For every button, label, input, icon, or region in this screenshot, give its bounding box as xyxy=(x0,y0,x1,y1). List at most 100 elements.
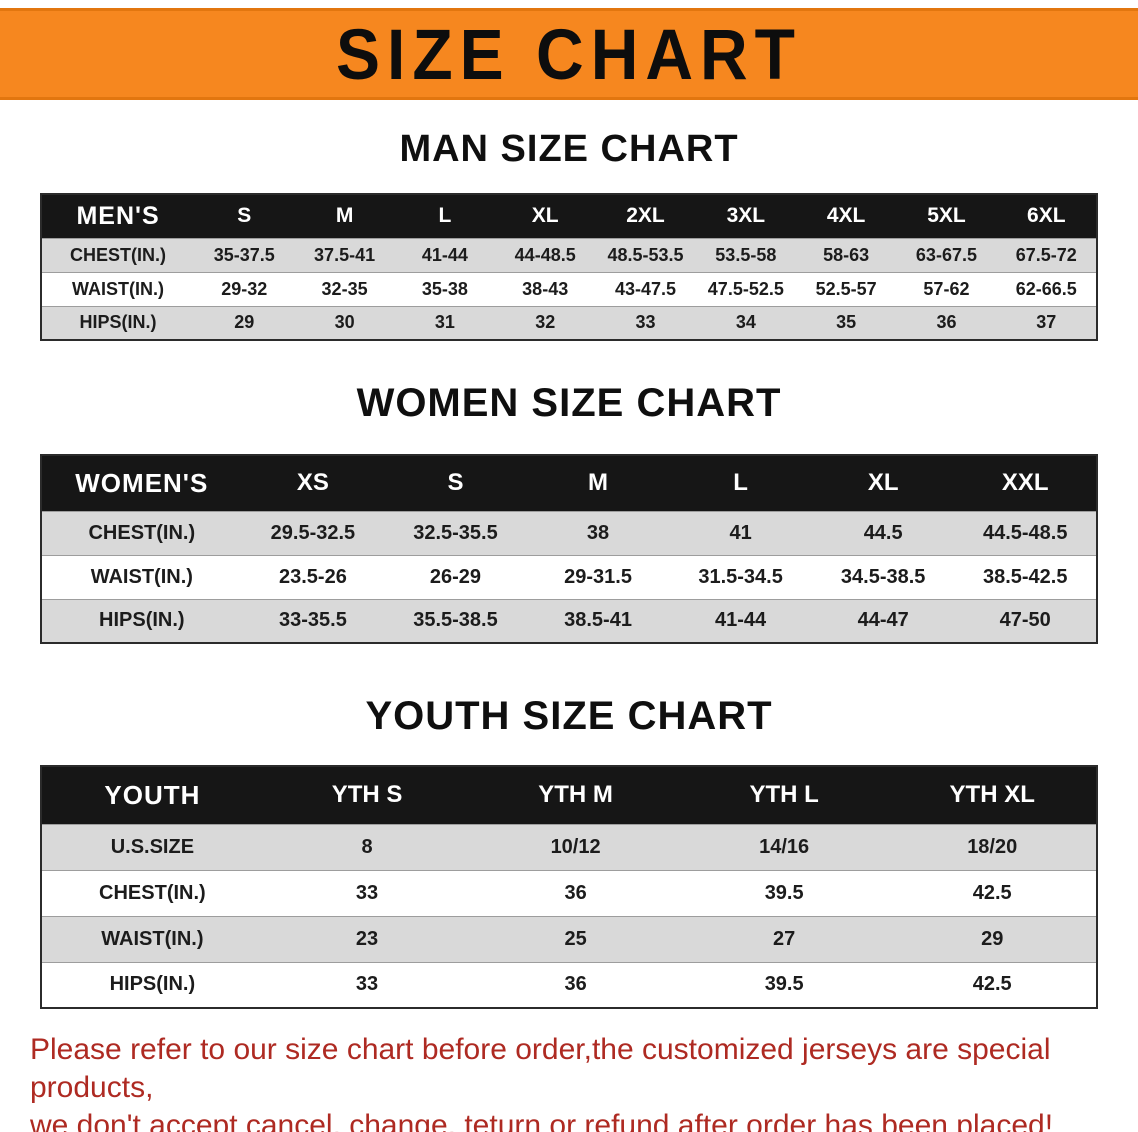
row-label: CHEST(IN.) xyxy=(41,511,242,556)
size-value-cell: 29.5-32.5 xyxy=(241,511,385,556)
size-chart-page: SIZE CHART MAN SIZE CHART MEN'S S M L XL 2XL 3… xyxy=(0,8,1138,1132)
row-label: HIPS(IN.) xyxy=(41,599,242,644)
size-value-cell: 35 xyxy=(795,306,897,341)
size-value-cell: 62-66.5 xyxy=(996,272,1097,307)
size-value-cell: 42.5 xyxy=(888,962,1097,1009)
womens-header-row: WOMEN'S XS S M L XL XXL xyxy=(41,455,1097,512)
size-value-cell: 29 xyxy=(194,306,295,341)
size-value-cell: 32 xyxy=(495,306,596,341)
size-value-cell: 52.5-57 xyxy=(795,272,897,307)
womens-size-column-header: XS xyxy=(241,455,385,512)
size-value-cell: 38-43 xyxy=(495,272,596,307)
mens-size-column-header: 4XL xyxy=(795,194,897,239)
size-value-cell: 14/16 xyxy=(679,824,889,871)
womens-size-table: WOMEN'S XS S M L XL XXL CHEST(IN.) 29.5-32.5 32.5… xyxy=(40,454,1098,644)
size-value-cell: 33 xyxy=(262,870,472,917)
size-value-cell: 30 xyxy=(294,306,395,341)
mens-table-row: CHEST(IN.) 35-37.5 37.5-41 41-44 44-48.5 48.5… xyxy=(41,238,1097,273)
mens-size-column-header: XL xyxy=(495,194,596,239)
size-value-cell: 34.5-38.5 xyxy=(811,555,955,600)
youth-table-label: YOUTH xyxy=(41,766,263,825)
size-value-cell: 36 xyxy=(896,306,997,341)
size-value-cell: 32.5-35.5 xyxy=(384,511,527,556)
size-value-cell: 37.5-41 xyxy=(294,238,395,273)
size-value-cell: 38.5-42.5 xyxy=(954,555,1097,600)
youth-table-row: HIPS(IN.) 33 36 39.5 42.5 xyxy=(41,962,1097,1009)
mens-table-row: WAIST(IN.) 29-32 32-35 35-38 38-43 43-47.5 47.… xyxy=(41,272,1097,307)
size-value-cell: 32-35 xyxy=(294,272,395,307)
mens-size-column-header: 6XL xyxy=(996,194,1097,239)
size-value-cell: 23.5-26 xyxy=(241,555,385,600)
mens-header-row: MEN'S S M L XL 2XL 3XL 4XL 5XL 6XL xyxy=(41,194,1097,239)
row-label: CHEST(IN.) xyxy=(41,238,195,273)
youth-table-row: WAIST(IN.) 23 25 27 29 xyxy=(41,916,1097,963)
size-value-cell: 63-67.5 xyxy=(896,238,997,273)
womens-size-column-header: S xyxy=(384,455,527,512)
mens-size-column-header: 3XL xyxy=(695,194,796,239)
size-value-cell: 41-44 xyxy=(669,599,812,644)
size-value-cell: 43-47.5 xyxy=(595,272,696,307)
row-label: HIPS(IN.) xyxy=(41,306,195,341)
mens-table-row: HIPS(IN.) 29 30 31 32 33 34 35 36 37 xyxy=(41,306,1097,341)
size-value-cell: 25 xyxy=(471,916,680,963)
row-label: HIPS(IN.) xyxy=(41,962,263,1009)
size-value-cell: 34 xyxy=(695,306,796,341)
size-value-cell: 33-35.5 xyxy=(241,599,385,644)
size-value-cell: 36 xyxy=(471,962,680,1009)
youth-table-row: U.S.SIZE 8 10/12 14/16 18/20 xyxy=(41,824,1097,871)
size-value-cell: 10/12 xyxy=(471,824,680,871)
youth-size-chart-heading: YOUTH SIZE CHART xyxy=(365,694,773,738)
womens-table-label: WOMEN'S xyxy=(41,455,242,512)
size-value-cell: 23 xyxy=(262,916,472,963)
size-value-cell: 36 xyxy=(471,870,680,917)
size-value-cell: 35.5-38.5 xyxy=(384,599,527,644)
size-value-cell: 44.5-48.5 xyxy=(954,511,1097,556)
womens-size-column-header: XXL xyxy=(954,455,1097,512)
size-value-cell: 53.5-58 xyxy=(695,238,796,273)
size-value-cell: 31 xyxy=(394,306,496,341)
mens-size-column-header: 2XL xyxy=(595,194,696,239)
youth-size-column-header: YTH S xyxy=(262,766,472,825)
row-label: U.S.SIZE xyxy=(41,824,263,871)
size-value-cell: 37 xyxy=(996,306,1097,341)
size-value-cell: 29 xyxy=(888,916,1097,963)
size-value-cell: 44-47 xyxy=(811,599,955,644)
size-value-cell: 29-31.5 xyxy=(526,555,670,600)
size-value-cell: 39.5 xyxy=(679,870,889,917)
womens-size-column-header: XL xyxy=(811,455,955,512)
size-value-cell: 31.5-34.5 xyxy=(669,555,812,600)
size-value-cell: 26-29 xyxy=(384,555,527,600)
size-value-cell: 38.5-41 xyxy=(526,599,670,644)
row-label: WAIST(IN.) xyxy=(41,272,195,307)
womens-table-row: CHEST(IN.) 29.5-32.5 32.5-35.5 38 41 44.5 44.5… xyxy=(41,511,1097,556)
womens-size-column-header: L xyxy=(669,455,812,512)
youth-size-column-header: YTH L xyxy=(679,766,889,825)
size-value-cell: 35-37.5 xyxy=(194,238,295,273)
size-value-cell: 41 xyxy=(669,511,812,556)
womens-table-row: HIPS(IN.) 33-35.5 35.5-38.5 38.5-41 41-44 44-… xyxy=(41,599,1097,644)
size-value-cell: 18/20 xyxy=(888,824,1097,871)
size-value-cell: 48.5-53.5 xyxy=(595,238,696,273)
banner: SIZE CHART xyxy=(0,8,1138,100)
size-value-cell: 42.5 xyxy=(888,870,1097,917)
size-value-cell: 39.5 xyxy=(679,962,889,1009)
women-size-chart-heading: WOMEN SIZE CHART xyxy=(356,381,782,425)
size-value-cell: 47.5-52.5 xyxy=(695,272,796,307)
mens-size-column-header: 5XL xyxy=(896,194,997,239)
mens-size-table: MEN'S S M L XL 2XL 3XL 4XL 5XL 6XL CHEST(IN.) 35-37… xyxy=(40,193,1098,341)
disclaimer: Please refer to our size chart before or… xyxy=(0,1031,1138,1132)
size-value-cell: 33 xyxy=(262,962,472,1009)
youth-size-column-header: YTH XL xyxy=(888,766,1097,825)
mens-size-column-header: S xyxy=(194,194,295,239)
row-label: WAIST(IN.) xyxy=(41,555,242,600)
mens-size-column-header: M xyxy=(294,194,395,239)
size-value-cell: 35-38 xyxy=(394,272,496,307)
size-value-cell: 41-44 xyxy=(394,238,496,273)
size-value-cell: 44-48.5 xyxy=(495,238,596,273)
size-value-cell: 67.5-72 xyxy=(996,238,1097,273)
size-value-cell: 47-50 xyxy=(954,599,1097,644)
youth-header-row: YOUTH YTH S YTH M YTH L YTH XL xyxy=(41,766,1097,825)
size-value-cell: 57-62 xyxy=(896,272,997,307)
size-value-cell: 27 xyxy=(679,916,889,963)
size-value-cell: 29-32 xyxy=(194,272,295,307)
